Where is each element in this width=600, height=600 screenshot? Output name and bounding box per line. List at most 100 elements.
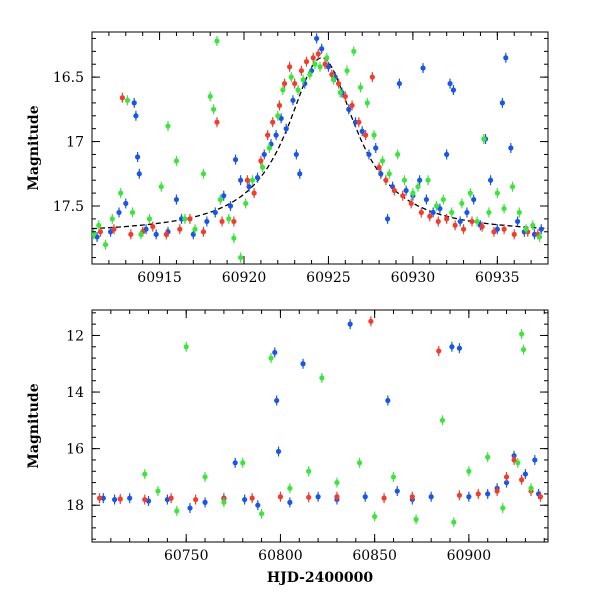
data-point <box>174 508 180 514</box>
data-point <box>232 460 238 466</box>
data-point <box>435 218 441 225</box>
data-point <box>283 126 289 132</box>
data-point <box>265 132 271 138</box>
plot-frame <box>91 309 549 543</box>
data-point <box>503 55 509 61</box>
data-point <box>491 229 497 235</box>
data-point <box>183 344 189 350</box>
data-point <box>364 100 370 106</box>
data-point <box>295 87 301 93</box>
model-curve <box>92 57 548 230</box>
data-point <box>449 209 455 216</box>
data-point <box>116 209 122 216</box>
data-point <box>464 209 470 216</box>
data-point <box>385 397 391 404</box>
data-point <box>330 77 337 83</box>
data-point <box>469 218 475 225</box>
data-point <box>363 132 369 138</box>
data-point <box>430 209 436 216</box>
data-point <box>337 89 343 96</box>
data-point <box>102 242 109 248</box>
data-point <box>275 448 282 455</box>
data-point <box>515 460 521 466</box>
x-tick-label: 60900 <box>447 548 492 564</box>
data-point <box>221 193 227 199</box>
data-point <box>187 216 193 222</box>
data-point <box>417 177 423 183</box>
data-point <box>368 318 374 324</box>
data-points <box>96 316 544 528</box>
data-point <box>266 145 272 151</box>
data-point <box>466 494 472 500</box>
data-point <box>413 516 419 522</box>
data-point <box>142 496 148 503</box>
y-tick-label: 12 <box>66 328 84 344</box>
data-point <box>254 175 261 181</box>
data-point <box>532 457 538 463</box>
data-point <box>450 87 457 93</box>
data-point <box>530 222 536 228</box>
x-tick-label: 60915 <box>137 270 182 286</box>
data-point <box>433 203 440 209</box>
data-point <box>439 417 446 423</box>
data-point <box>474 218 480 225</box>
data-point <box>276 102 283 109</box>
y-tick-label: 16 <box>66 442 84 458</box>
data-point <box>310 55 316 61</box>
x-tick-label: 60930 <box>391 270 436 286</box>
data-point <box>97 229 104 235</box>
data-point <box>251 190 257 196</box>
data-point <box>520 347 527 353</box>
data-point <box>538 226 544 232</box>
data-point <box>366 151 372 158</box>
y-tick-label: 17 <box>66 135 84 151</box>
data-point <box>112 496 118 503</box>
data-point <box>168 495 174 501</box>
data-point <box>182 216 188 222</box>
data-point <box>536 234 543 240</box>
data-point <box>379 158 386 164</box>
data-point <box>428 494 434 500</box>
data-point <box>244 177 250 183</box>
data-point <box>128 231 134 237</box>
data-point <box>287 499 293 505</box>
data-point <box>100 495 106 501</box>
data-point <box>522 471 528 477</box>
data-point <box>226 216 232 222</box>
data-point <box>452 222 458 228</box>
data-point <box>357 84 364 91</box>
data-point <box>381 495 387 501</box>
data-point <box>494 190 500 196</box>
data-point <box>261 151 267 158</box>
data-point <box>346 106 352 112</box>
data-point <box>456 345 463 351</box>
data-point <box>277 494 284 500</box>
data-point <box>351 48 357 54</box>
data-point <box>440 196 446 203</box>
data-point <box>479 224 485 230</box>
data-point <box>249 495 255 501</box>
data-point <box>150 224 156 230</box>
data-point <box>177 226 183 232</box>
data-point <box>401 177 408 183</box>
data-point <box>356 119 362 125</box>
data-point <box>501 205 507 212</box>
data-point <box>523 226 529 232</box>
data-point <box>217 196 223 203</box>
data-point <box>384 216 391 222</box>
data-point <box>135 154 141 160</box>
data-point <box>378 171 384 177</box>
data-point <box>136 171 142 177</box>
data-point <box>272 349 278 356</box>
data-point <box>258 511 265 517</box>
data-point <box>211 106 217 112</box>
data-point <box>519 331 525 337</box>
data-point <box>290 97 296 103</box>
data-point <box>457 218 463 225</box>
data-point <box>219 218 225 225</box>
data-point <box>334 479 340 486</box>
data-point <box>312 61 318 67</box>
data-point <box>192 226 198 232</box>
data-point <box>362 494 368 500</box>
data-point <box>138 231 144 237</box>
